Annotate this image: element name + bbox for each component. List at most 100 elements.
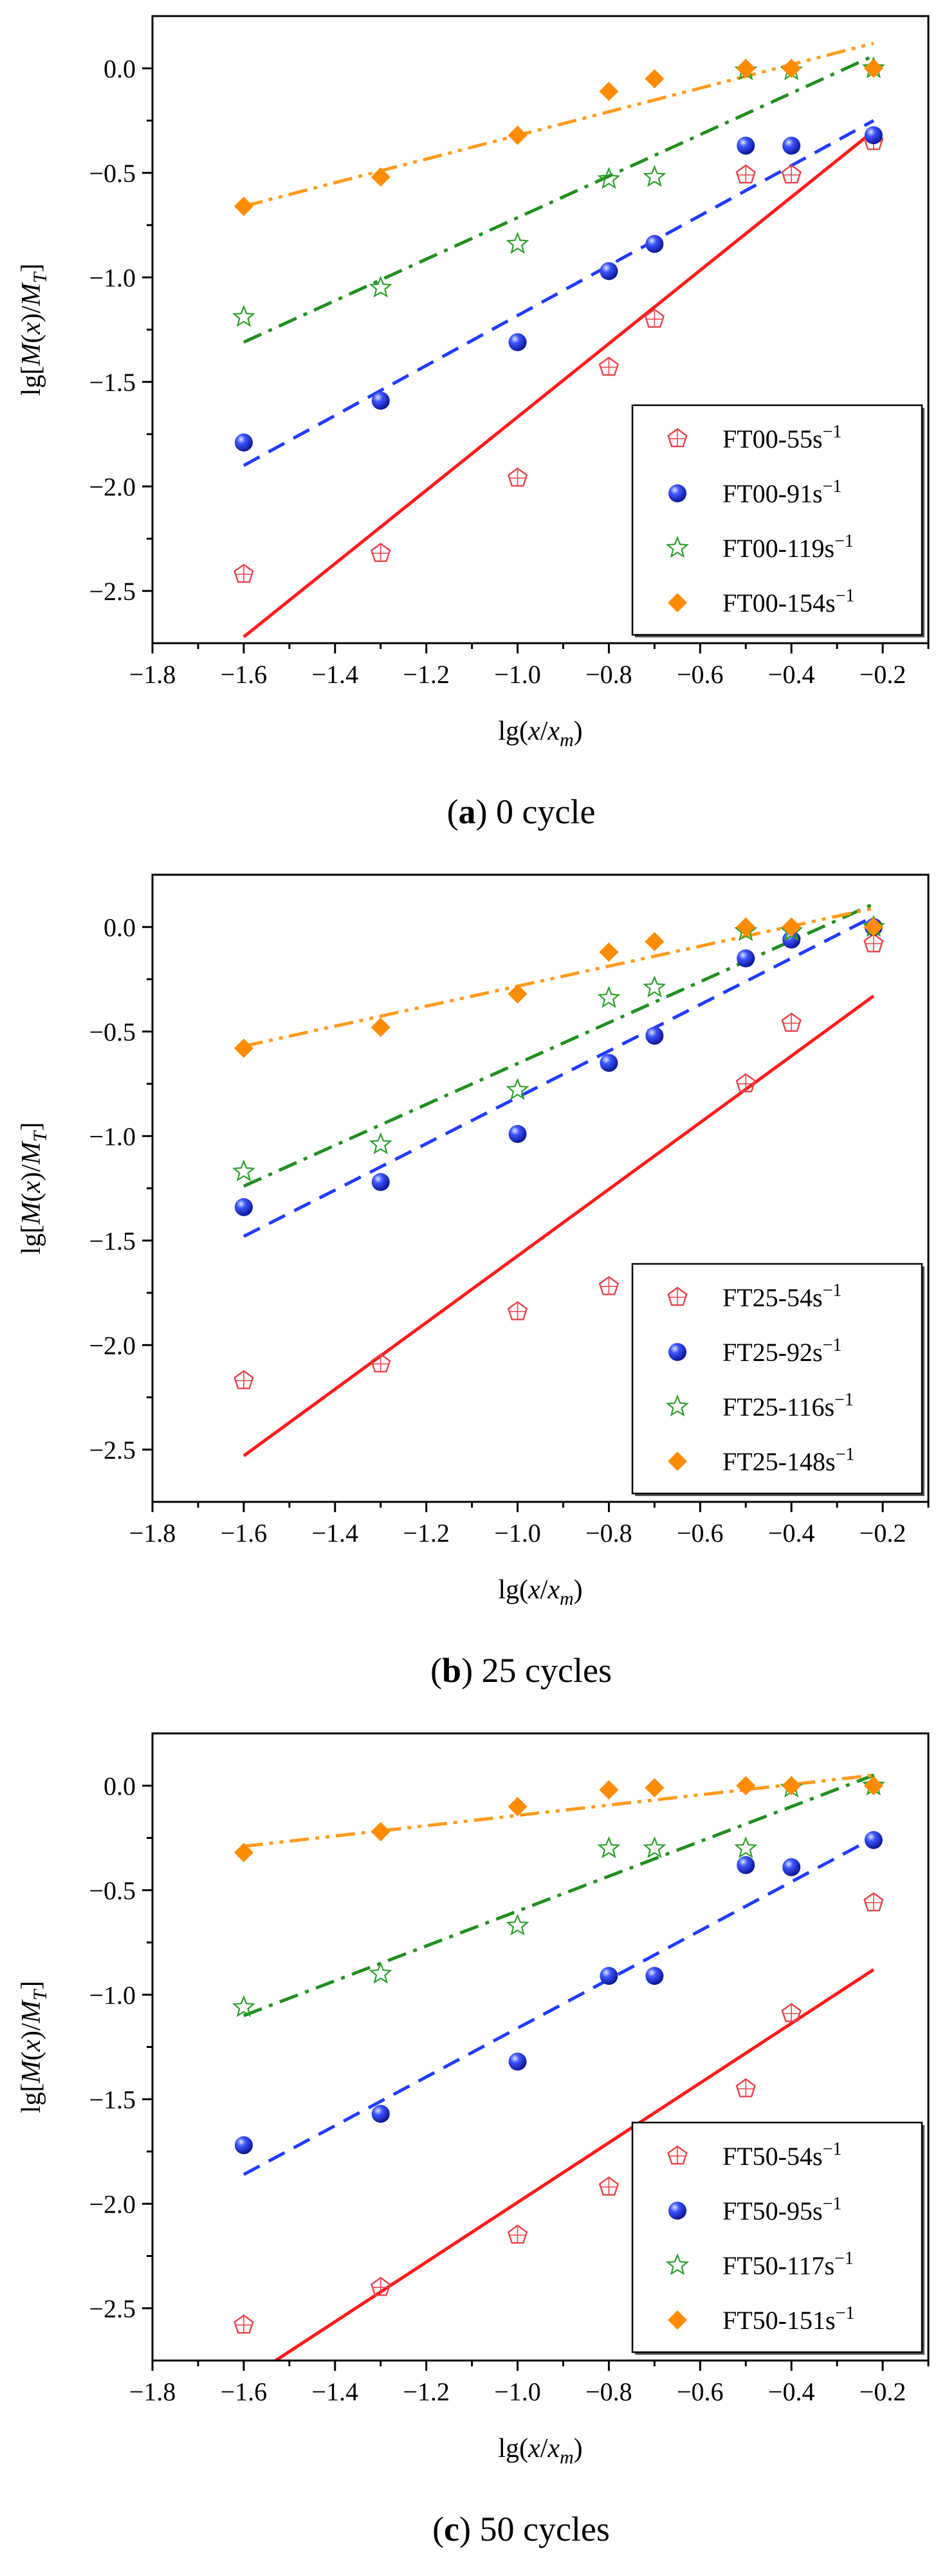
x-tick-label: −0.8 — [585, 1519, 632, 1548]
data-point — [863, 59, 883, 78]
data-point — [863, 1892, 884, 1912]
y-tick-label: −0.5 — [89, 159, 136, 188]
data-point — [782, 917, 802, 937]
data-point — [643, 975, 667, 998]
y-tick-label: −1.5 — [89, 1227, 136, 1256]
data-point-outline — [507, 467, 528, 487]
data-point — [600, 1967, 618, 1985]
legend-item: FT50-151s−1 — [668, 2303, 854, 2335]
x-tick-label: −1.6 — [221, 1519, 268, 1548]
fit-line-ft00-55s — [243, 129, 875, 639]
legend-item: FT25-54s−1 — [667, 1281, 841, 1312]
series-ft25-116s — [232, 915, 885, 1182]
legend-item: FT25-116s−1 — [666, 1390, 854, 1421]
legend-item: FT00-154s−1 — [668, 586, 854, 617]
data-point — [599, 1780, 619, 1800]
data-point — [234, 1198, 253, 1216]
x-tick-label: −0.4 — [768, 2377, 815, 2406]
y-tick-label: −0.5 — [89, 1018, 136, 1046]
fit-line-ft50-117s — [243, 1773, 874, 2018]
data-point — [232, 1995, 255, 2018]
data-point — [598, 356, 620, 376]
y-tick-label: −1.0 — [89, 1980, 136, 2009]
data-point — [234, 2136, 253, 2155]
y-axis: −2.5 −2.0 −1.5 −1.0 −0.5 0.0 — [89, 1771, 152, 2323]
data-point — [369, 1961, 392, 1984]
data-point — [645, 1967, 664, 1985]
legend: FT25-54s−1 FT25-92s−1 FT25-116s−1 FT25-148s… — [631, 1263, 924, 1496]
x-tick-label: −1.8 — [129, 660, 176, 689]
data-point — [645, 69, 665, 89]
chart-panel-a: −1.8 −1.6 −1.4 −1.2 −1.0 −0.8 −0.6 −0.4 −0.2 −2.5… — [0, 0, 947, 859]
legend-label: FT00-91s−1 — [722, 477, 841, 508]
data-point-outline — [598, 356, 620, 376]
y-tick-label: −1.5 — [89, 368, 136, 397]
y-tick-label: −2.0 — [89, 2189, 136, 2218]
data-point — [371, 1822, 391, 1841]
data-point — [643, 1836, 667, 1859]
data-point-outline — [644, 308, 665, 328]
legend: FT50-54s−1 FT50-95s−1 FT50-117s−1 FT50-151s… — [631, 2121, 924, 2355]
figure-caption: (a) 0 cycle — [447, 792, 596, 831]
data-point — [371, 392, 390, 410]
series-ft50-95s — [234, 1831, 883, 2155]
data-point — [506, 1914, 529, 1936]
data-point — [234, 563, 254, 583]
data-point — [598, 1275, 620, 1295]
data-point — [735, 164, 756, 184]
data-point — [864, 126, 883, 145]
x-tick-label: −0.6 — [677, 2377, 724, 2406]
fit-line-ft00-154s — [243, 41, 874, 208]
data-point — [371, 2105, 390, 2123]
legend-label: FT25-116s−1 — [722, 1390, 854, 1421]
x-tick-label: −1.4 — [311, 1519, 358, 1548]
data-point — [600, 262, 618, 280]
data-point — [644, 308, 665, 328]
legend: FT00-55s−1 FT00-91s−1 FT00-119s−1 FT00-154s… — [631, 404, 924, 637]
data-point-outline — [507, 2224, 528, 2244]
fit-lines — [243, 902, 875, 1457]
x-tick-label: −1.2 — [403, 2377, 450, 2406]
series-ft00-91s — [234, 126, 883, 452]
data-point-outline — [735, 164, 756, 184]
y-tick-label: −1.0 — [89, 1122, 136, 1151]
chart-panel-c: −1.8 −1.6 −1.4 −1.2 −1.0 −0.8 −0.6 −0.4 −0.2 −2.5… — [0, 1717, 947, 2576]
data-point — [507, 2224, 528, 2244]
legend-item: FT50-117s−1 — [666, 2249, 854, 2280]
fit-line-ft25-54s — [243, 994, 875, 1457]
data-point-outline — [234, 1370, 254, 1389]
data-point-outline — [781, 2003, 802, 2022]
data-point-outline — [735, 1073, 756, 1093]
figure-caption: (b) 25 cycles — [430, 1651, 612, 1690]
x-tick-label: −0.2 — [860, 1519, 906, 1548]
fit-line-ft00-119s — [243, 54, 874, 344]
data-point — [232, 1159, 255, 1182]
data-point — [598, 2176, 620, 2196]
data-point — [597, 1836, 621, 1859]
legend-item: FT50-54s−1 — [667, 2139, 841, 2171]
data-point — [508, 1796, 528, 1816]
data-point — [234, 434, 253, 452]
data-point — [737, 949, 755, 967]
legend-label: FT00-119s−1 — [722, 531, 854, 563]
x-axis-label: lg(x/xm) — [498, 717, 582, 751]
data-point — [507, 1301, 528, 1320]
series-ft00-119s — [232, 56, 885, 327]
legend-marker — [668, 1452, 687, 1471]
y-tick-label: −2.0 — [89, 472, 136, 501]
legend-marker — [666, 536, 689, 558]
data-point — [508, 333, 527, 351]
data-point — [645, 235, 664, 253]
data-point — [736, 917, 756, 937]
data-point — [863, 933, 884, 953]
x-tick-label: −0.4 — [768, 660, 815, 689]
data-point — [735, 1073, 756, 1093]
data-point — [506, 232, 529, 254]
data-point — [782, 136, 801, 155]
series-ft25-54s — [234, 933, 884, 1389]
x-tick-label: −1.0 — [494, 2377, 541, 2406]
data-point-outline — [863, 933, 884, 953]
y-axis-label: lg[M(x)/MT] — [17, 1981, 51, 2114]
data-point — [369, 1132, 392, 1155]
data-point — [234, 196, 253, 216]
